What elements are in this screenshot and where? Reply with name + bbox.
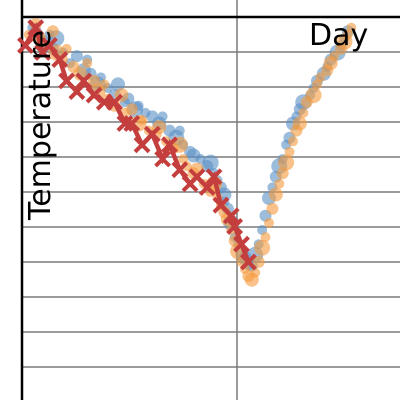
- series-blue-points: [27, 22, 354, 272]
- data-point-orange: [346, 22, 357, 33]
- data-point-red-x: [222, 207, 240, 225]
- x-axis-title: Day: [309, 18, 368, 53]
- data-point-red-x: [161, 136, 178, 154]
- data-point-blue: [111, 77, 125, 92]
- data-point-orange: [46, 25, 59, 38]
- data-point-orange: [254, 239, 271, 256]
- data-point-red-x: [51, 51, 69, 69]
- data-point-red-x: [171, 161, 189, 179]
- data-point-blue: [174, 125, 185, 136]
- data-point-blue: [202, 154, 219, 171]
- data-point-orange: [315, 72, 326, 83]
- data-point-orange: [82, 58, 93, 69]
- data-point-red-x: [68, 83, 86, 100]
- data-point-orange: [268, 187, 283, 202]
- data-point-orange: [284, 146, 295, 157]
- data-point-orange: [274, 178, 285, 189]
- data-point-orange: [125, 103, 138, 116]
- data-point-orange: [250, 267, 261, 278]
- data-point-red-x: [154, 150, 172, 168]
- data-point-red-x: [85, 86, 103, 104]
- data-point-red-x: [198, 178, 216, 196]
- y-axis-title: Temperature: [23, 30, 58, 221]
- data-point-red-x: [226, 218, 244, 235]
- data-point-blue: [157, 111, 168, 122]
- data-point-red-x: [106, 93, 124, 111]
- data-point-red-x: [233, 235, 250, 253]
- data-point-orange: [264, 217, 274, 228]
- data-point-red-x: [17, 36, 34, 54]
- data-point-orange: [260, 232, 271, 243]
- data-point-red-x: [239, 253, 257, 271]
- data-point-blue: [70, 50, 83, 63]
- series-red-line: [17, 19, 257, 271]
- data-point-orange: [266, 202, 279, 215]
- data-point-red-x: [27, 19, 45, 37]
- data-point-red-x: [123, 115, 141, 132]
- data-point-red-x: [143, 125, 161, 143]
- data-point-orange: [292, 116, 307, 131]
- data-point-orange: [298, 107, 309, 118]
- data-point-red-x: [75, 72, 93, 90]
- data-point-red-x: [205, 168, 223, 186]
- data-point-red-x: [41, 36, 58, 54]
- data-point-orange: [252, 255, 265, 268]
- data-point-orange: [288, 136, 298, 147]
- axes: [20, 0, 400, 400]
- data-point-orange: [61, 43, 72, 54]
- data-point-orange: [305, 87, 322, 104]
- data-point-orange: [329, 51, 340, 62]
- data-point-orange: [99, 79, 110, 90]
- data-point-orange: [278, 154, 295, 171]
